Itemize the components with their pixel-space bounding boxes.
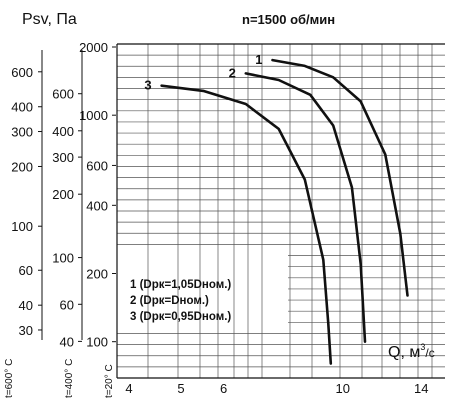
y-tick-label: 60 bbox=[60, 297, 74, 312]
series-line-1 bbox=[271, 58, 409, 297]
x-axis-exponent: 3 bbox=[420, 342, 425, 352]
legend: 1 (Dрк=1,05Dном.) 2 (Dрк=Dном.) 3 (Dрк=0,9… bbox=[130, 279, 231, 323]
y-tick-label: 400 bbox=[11, 100, 33, 115]
series-label-3: 3 bbox=[144, 78, 151, 93]
y-tick-label: 1000 bbox=[79, 108, 108, 123]
legend-entry: 2 (Dрк=Dном.) bbox=[130, 295, 209, 307]
y-tick-label: 600 bbox=[86, 158, 108, 173]
y-tick-label: 600 bbox=[52, 87, 74, 102]
x-tick-label: 14 bbox=[414, 381, 428, 396]
x-tick-label: 5 bbox=[177, 381, 184, 396]
y-tick-label: 40 bbox=[19, 298, 33, 313]
chart-title: n=1500 об/мин bbox=[242, 12, 335, 27]
y-axis-label: Psv, Па bbox=[22, 11, 77, 28]
y-tick-label: 100 bbox=[86, 335, 108, 350]
y-tick-label: 200 bbox=[52, 187, 74, 202]
y-tick-label: 400 bbox=[86, 198, 108, 213]
y-tick-label: 40 bbox=[60, 334, 74, 349]
legend-entry: 1 (Dрк=1,05Dном.) bbox=[130, 279, 231, 291]
x-axis-symbol: Q, м bbox=[388, 344, 420, 361]
y-tick-label: 200 bbox=[11, 159, 33, 174]
y-tick-label: 600 bbox=[11, 65, 33, 80]
y-tick-label: 300 bbox=[11, 125, 33, 140]
series-label-2: 2 bbox=[229, 65, 236, 80]
y-tick-label: 30 bbox=[19, 323, 33, 338]
legend-entry: 3 (Dрк=0,95Dном.) bbox=[130, 311, 231, 323]
y-axis-unit: Па bbox=[56, 11, 77, 28]
grid bbox=[117, 44, 445, 378]
x-tick-label: 4 bbox=[125, 381, 132, 396]
series-label-1: 1 bbox=[255, 52, 262, 67]
y-tick-label: 200 bbox=[86, 267, 108, 282]
y-tick-label: 100 bbox=[11, 219, 33, 234]
y-axis-symbol: Psv bbox=[22, 11, 49, 28]
y-tick-label: 400 bbox=[52, 124, 74, 139]
series-line-3 bbox=[160, 84, 333, 365]
x-axis-label: Q, м3/c bbox=[388, 342, 435, 361]
temperature-label: t=20° C bbox=[104, 364, 115, 398]
series-group: 1 2 3 bbox=[144, 52, 409, 365]
y-tick-label: 100 bbox=[52, 251, 74, 266]
y-tick-label: 2000 bbox=[79, 40, 108, 55]
temperature-label: t=400° C bbox=[64, 359, 75, 398]
x-tick-label: 10 bbox=[336, 381, 350, 396]
y-tick-label: 60 bbox=[19, 263, 33, 278]
axes: 4 5 6 10 14 100 200 400 600 1000 2000 40 60 100 200 300… bbox=[4, 40, 445, 398]
x-tick-label: 6 bbox=[220, 381, 227, 396]
temperature-label: t=600° C bbox=[4, 359, 15, 398]
x-axis-unit: /c bbox=[425, 346, 434, 360]
y-tick-label: 300 bbox=[52, 150, 74, 165]
series-line-2 bbox=[244, 72, 367, 343]
